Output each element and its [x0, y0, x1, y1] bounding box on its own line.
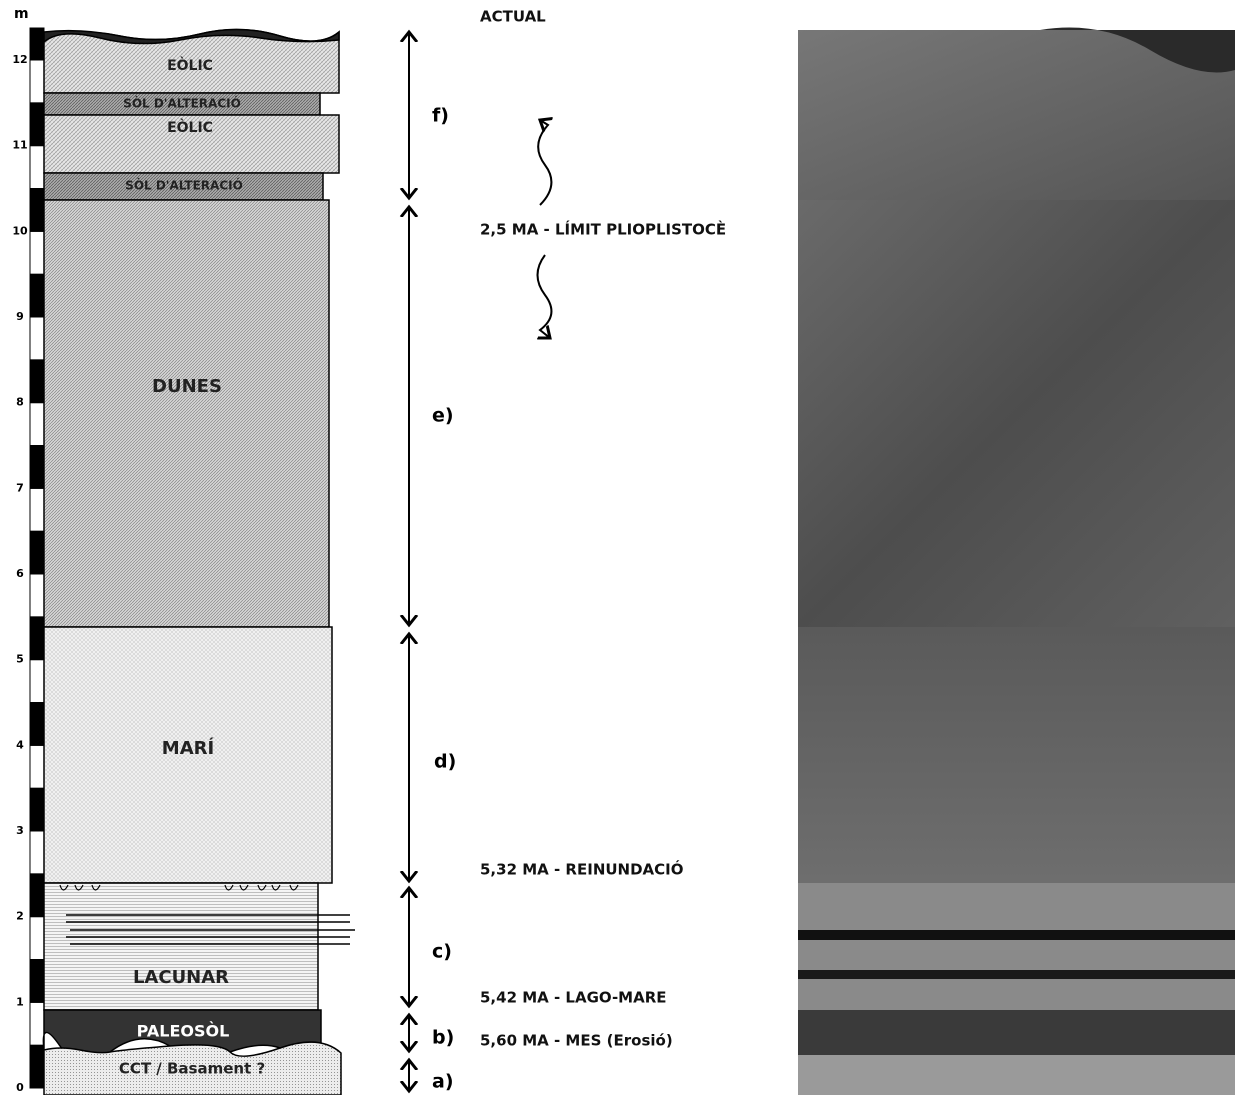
layer-label: SÒL D'ALTERACIÓ	[125, 178, 243, 193]
scale-segment	[29, 359, 45, 404]
wavy-arrow	[537, 120, 551, 206]
scale-bar	[29, 27, 45, 1089]
scale-tick-label: 1	[16, 995, 24, 1008]
layer	[43, 199, 330, 628]
wavy-arrow	[536, 254, 553, 338]
event-label: 5,60 MA - MES (Erosió)	[480, 1032, 673, 1050]
scale-segment	[29, 830, 45, 875]
unit-label: b)	[432, 1027, 454, 1049]
unit-label: c)	[432, 941, 452, 963]
scale-tick-label: 3	[16, 824, 24, 837]
layer-label: PALEOSÒL	[137, 1022, 230, 1041]
layer-label: EÒLIC	[167, 56, 213, 74]
scale-tick-label: 11	[12, 139, 27, 152]
scale-tick-label: 12	[12, 53, 27, 66]
scale-segment	[29, 530, 45, 575]
event-label: 5,32 MA - REINUNDACIÓ	[480, 860, 684, 879]
scale-tick-label: 7	[16, 481, 24, 494]
scale-segment	[29, 273, 45, 318]
scale-segment	[29, 27, 45, 61]
photo-band	[798, 30, 1235, 200]
scale-tick-label: 5	[16, 653, 24, 666]
layer	[43, 172, 324, 201]
laminations	[66, 914, 355, 945]
scale-segment	[29, 188, 45, 232]
layer	[43, 1041, 342, 1095]
scale-segment	[29, 616, 45, 661]
layer-label: SÒL D'ALTERACIÓ	[123, 96, 241, 111]
unit-label: e)	[432, 405, 454, 427]
scale-tick-label: 10	[12, 224, 28, 237]
layer-label: LACUNAR	[133, 967, 229, 988]
layer-labels: EÒLIC SÒL D'ALTERACIÓ EÒLIC SÒL D'ALTERA…	[119, 56, 265, 1078]
event-label: ACTUAL	[480, 8, 546, 26]
scale-tick-label: 0	[16, 1081, 24, 1094]
scale-segment	[29, 445, 45, 489]
layers	[42, 28, 355, 1095]
vegetation	[1040, 27, 1235, 73]
photo-band	[798, 200, 1235, 627]
scale-segment	[29, 916, 45, 961]
event-label: 5,42 MA - LAGO-MARE	[480, 989, 667, 1007]
scale-segment	[29, 316, 45, 361]
wavy-arrows	[536, 120, 553, 338]
scale-segment	[29, 744, 45, 789]
scale-segment	[29, 659, 45, 704]
unit-label: f)	[432, 105, 449, 127]
photo-band	[798, 930, 1235, 940]
unit-label: a)	[432, 1071, 454, 1093]
scale-segment	[29, 230, 45, 275]
unit-labels: f) e) d) c) b) a)	[432, 105, 456, 1093]
scale-unit: m	[14, 6, 29, 22]
events: ACTUAL 2,5 MA - LÍMIT PLIOPLISTOCÈ 5,32 …	[480, 8, 726, 1050]
scale-segment	[29, 787, 45, 832]
scale-tick-label: 9	[16, 310, 24, 323]
scale-segment	[29, 959, 45, 1003]
scale-tick-label: 8	[16, 396, 24, 409]
scale-segment	[29, 402, 45, 446]
scale-tick-label: 4	[16, 738, 24, 751]
layer	[43, 882, 319, 1011]
photo-band	[798, 627, 1235, 883]
scale-segment	[29, 573, 45, 618]
layer-label: MARÍ	[162, 737, 215, 759]
scale-segment	[29, 873, 45, 918]
scale-segment	[29, 487, 45, 532]
layer	[43, 114, 340, 174]
photo-band	[798, 1055, 1235, 1095]
top-soil	[43, 28, 340, 45]
scale-segment	[29, 1001, 45, 1046]
scale-tick-label: 6	[16, 567, 24, 580]
layer-label: DUNES	[152, 376, 222, 397]
scale-segment	[29, 702, 45, 746]
scale-tick-label: 2	[16, 910, 24, 923]
layer-label: EÒLIC	[167, 118, 213, 136]
photo-band	[798, 1010, 1235, 1055]
photo-band	[798, 970, 1235, 979]
scale-segment	[29, 59, 45, 104]
scale-segment	[29, 102, 45, 147]
layer-label: CCT / Basament ?	[119, 1060, 265, 1078]
outcrop-photo	[798, 27, 1235, 1095]
unit-label: d)	[434, 751, 456, 773]
scale-segment	[29, 145, 45, 190]
burrows	[59, 884, 299, 891]
photo-band	[798, 883, 1235, 1010]
event-label: 2,5 MA - LÍMIT PLIOPLISTOCÈ	[480, 220, 726, 239]
layer	[43, 626, 333, 884]
scale-segment	[29, 1044, 45, 1089]
